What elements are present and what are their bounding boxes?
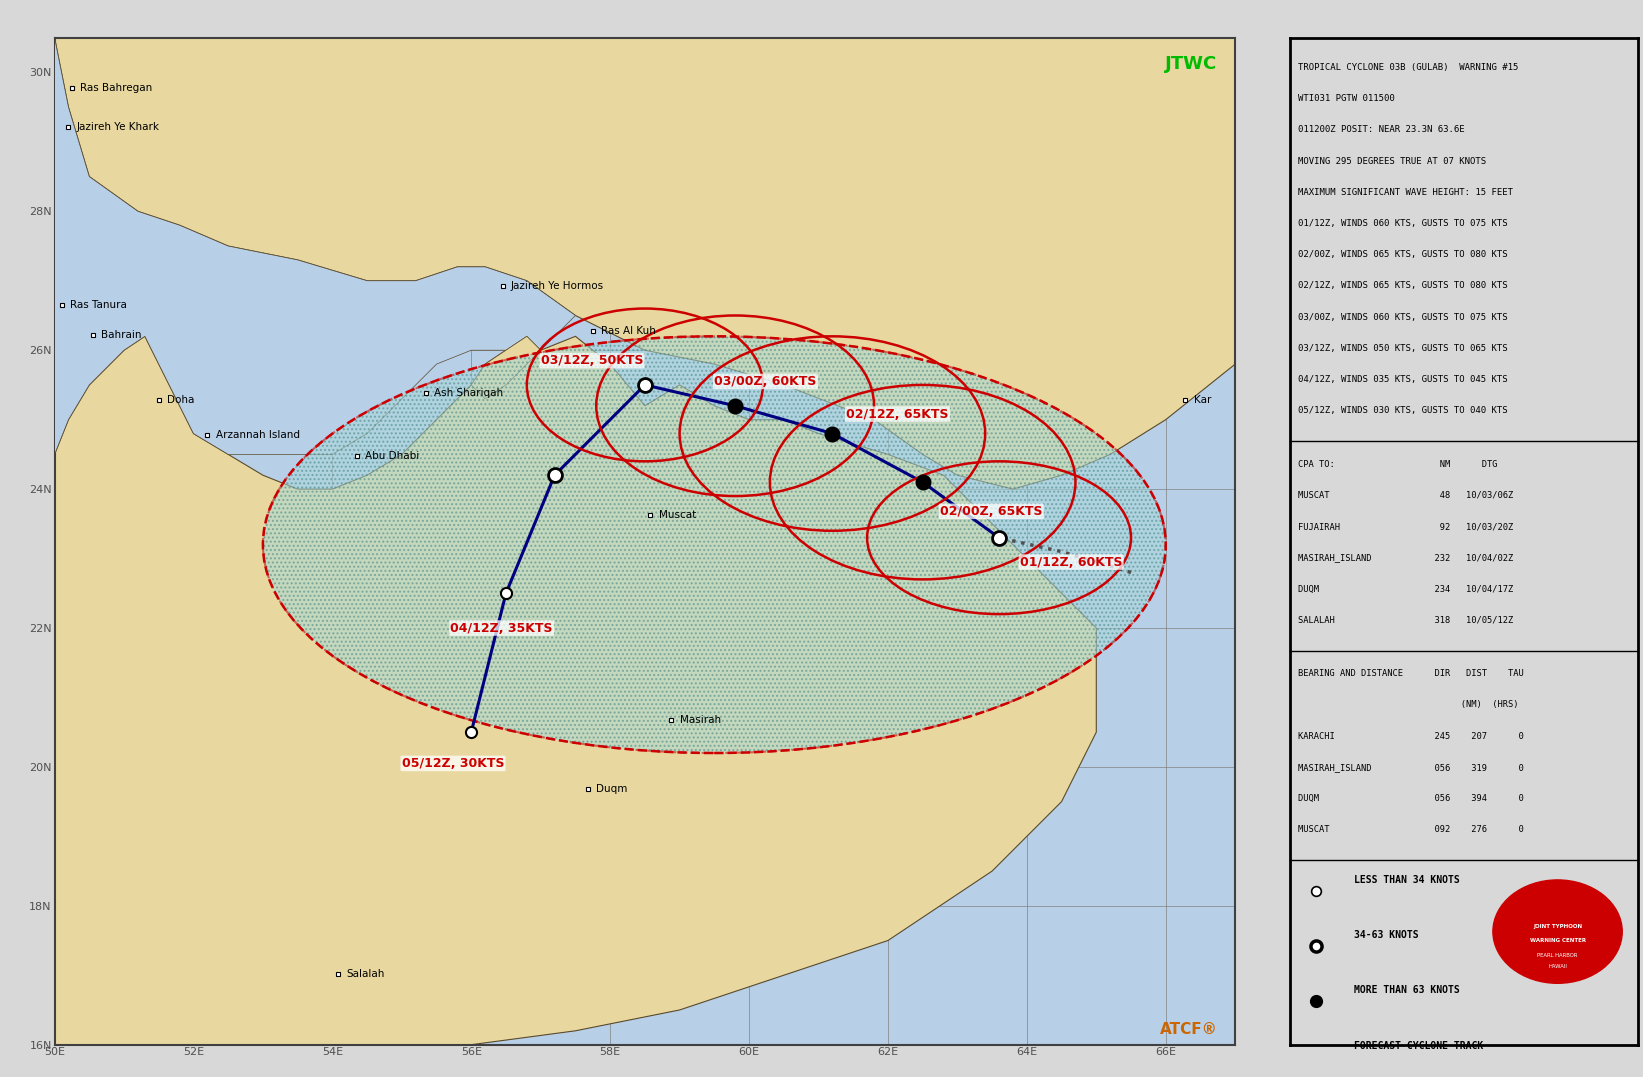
Text: BEARING AND DISTANCE      DIR   DIST    TAU: BEARING AND DISTANCE DIR DIST TAU xyxy=(1298,669,1525,679)
Text: PEARL HARBOR: PEARL HARBOR xyxy=(1538,953,1577,957)
Text: 03/00Z, 60KTS: 03/00Z, 60KTS xyxy=(715,375,817,388)
Text: 02/00Z, 65KTS: 02/00Z, 65KTS xyxy=(940,505,1043,518)
Text: Salalah: Salalah xyxy=(347,969,384,979)
Text: Jazireh Ye Hormos: Jazireh Ye Hormos xyxy=(511,281,605,291)
Text: 011200Z POSIT: NEAR 23.3N 63.6E: 011200Z POSIT: NEAR 23.3N 63.6E xyxy=(1298,125,1466,135)
Text: Jazireh Ye Khark: Jazireh Ye Khark xyxy=(77,122,159,131)
Text: 03/12Z, WINDS 050 KTS, GUSTS TO 065 KTS: 03/12Z, WINDS 050 KTS, GUSTS TO 065 KTS xyxy=(1298,344,1508,353)
Text: MOVING 295 DEGREES TRUE AT 07 KNOTS: MOVING 295 DEGREES TRUE AT 07 KNOTS xyxy=(1298,156,1487,166)
Text: Kar: Kar xyxy=(1193,395,1211,405)
Text: FORECAST CYCLONE TRACK: FORECAST CYCLONE TRACK xyxy=(1354,1040,1484,1051)
Text: HAWAII: HAWAII xyxy=(1548,964,1567,968)
Text: MASIRAH_ISLAND            056    319      0: MASIRAH_ISLAND 056 319 0 xyxy=(1298,763,1525,772)
Text: Ash Shariqah: Ash Shariqah xyxy=(434,389,503,398)
Text: MORE THAN 63 KNOTS: MORE THAN 63 KNOTS xyxy=(1354,985,1461,995)
Text: MUSCAT                    092    276      0: MUSCAT 092 276 0 xyxy=(1298,825,1525,835)
Text: WARNING CENTER: WARNING CENTER xyxy=(1530,938,1585,942)
Text: JOINT TYPHOON: JOINT TYPHOON xyxy=(1533,924,1582,928)
Text: 02/12Z, WINDS 065 KTS, GUSTS TO 080 KTS: 02/12Z, WINDS 065 KTS, GUSTS TO 080 KTS xyxy=(1298,281,1508,291)
Text: MASIRAH_ISLAND            232   10/04/02Z: MASIRAH_ISLAND 232 10/04/02Z xyxy=(1298,554,1513,562)
Text: KARACHI                   245    207      0: KARACHI 245 207 0 xyxy=(1298,731,1525,741)
Text: Ras Bahregan: Ras Bahregan xyxy=(81,83,153,93)
Text: 03/00Z, WINDS 060 KTS, GUSTS TO 075 KTS: 03/00Z, WINDS 060 KTS, GUSTS TO 075 KTS xyxy=(1298,312,1508,322)
Text: 05/12Z, WINDS 030 KTS, GUSTS TO 040 KTS: 05/12Z, WINDS 030 KTS, GUSTS TO 040 KTS xyxy=(1298,406,1508,416)
Text: Doha: Doha xyxy=(168,395,194,405)
Text: 02/00Z, WINDS 065 KTS, GUSTS TO 080 KTS: 02/00Z, WINDS 065 KTS, GUSTS TO 080 KTS xyxy=(1298,250,1508,260)
Text: Bahrain: Bahrain xyxy=(102,330,141,340)
Text: DUQM                      234   10/04/17Z: DUQM 234 10/04/17Z xyxy=(1298,585,1513,593)
Text: 01/12Z, 60KTS: 01/12Z, 60KTS xyxy=(1020,556,1122,569)
Polygon shape xyxy=(54,38,1236,489)
Polygon shape xyxy=(54,38,575,454)
Text: ATCF®: ATCF® xyxy=(1160,1022,1217,1037)
Text: CPA TO:                    NM      DTG: CPA TO: NM DTG xyxy=(1298,460,1498,468)
Text: SALALAH                   318   10/05/12Z: SALALAH 318 10/05/12Z xyxy=(1298,616,1513,625)
Text: MAXIMUM SIGNIFICANT WAVE HEIGHT: 15 FEET: MAXIMUM SIGNIFICANT WAVE HEIGHT: 15 FEET xyxy=(1298,187,1513,197)
Text: 02/12Z, 65KTS: 02/12Z, 65KTS xyxy=(846,407,948,421)
Text: Abu Dhabi: Abu Dhabi xyxy=(365,451,419,461)
Text: WTI031 PGTW 011500: WTI031 PGTW 011500 xyxy=(1298,94,1395,103)
Polygon shape xyxy=(54,336,1096,1045)
Text: Muscat: Muscat xyxy=(659,510,697,520)
Text: 34-63 KNOTS: 34-63 KNOTS xyxy=(1354,929,1420,940)
Ellipse shape xyxy=(263,336,1167,753)
Text: 01/12Z, WINDS 060 KTS, GUSTS TO 075 KTS: 01/12Z, WINDS 060 KTS, GUSTS TO 075 KTS xyxy=(1298,219,1508,228)
Text: DUQM                      056    394      0: DUQM 056 394 0 xyxy=(1298,794,1525,803)
Text: Duqm: Duqm xyxy=(596,784,628,794)
Text: Masirah: Masirah xyxy=(680,715,721,725)
Text: JTWC: JTWC xyxy=(1165,55,1217,73)
Text: FUJAIRAH                   92   10/03/20Z: FUJAIRAH 92 10/03/20Z xyxy=(1298,522,1513,531)
Polygon shape xyxy=(472,336,541,398)
Text: Ras Al Kuh: Ras Al Kuh xyxy=(601,325,656,336)
Text: (NM)  (HRS): (NM) (HRS) xyxy=(1298,700,1520,710)
Text: Arzannah Island: Arzannah Island xyxy=(215,430,299,439)
Text: 04/12Z, 35KTS: 04/12Z, 35KTS xyxy=(450,621,554,634)
Text: TROPICAL CYCLONE 03B (GULAB)  WARNING #15: TROPICAL CYCLONE 03B (GULAB) WARNING #15 xyxy=(1298,62,1518,72)
Text: 05/12Z, 30KTS: 05/12Z, 30KTS xyxy=(403,757,504,770)
Text: 04/12Z, WINDS 035 KTS, GUSTS TO 045 KTS: 04/12Z, WINDS 035 KTS, GUSTS TO 045 KTS xyxy=(1298,375,1508,384)
Text: MUSCAT                     48   10/03/06Z: MUSCAT 48 10/03/06Z xyxy=(1298,491,1513,500)
Text: Ras Tanura: Ras Tanura xyxy=(71,300,127,310)
Text: 03/12Z, 50KTS: 03/12Z, 50KTS xyxy=(541,354,642,367)
Circle shape xyxy=(1493,880,1622,983)
Text: LESS THAN 34 KNOTS: LESS THAN 34 KNOTS xyxy=(1354,875,1461,884)
